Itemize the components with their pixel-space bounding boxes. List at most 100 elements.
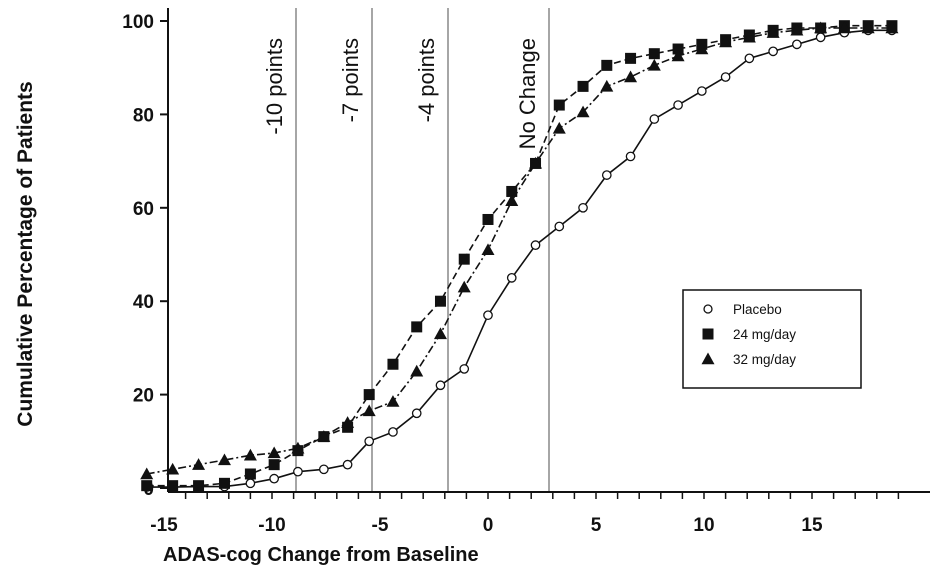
series-point-square [506, 185, 518, 197]
series-point-triangle [647, 58, 661, 71]
series-point-circle [435, 380, 446, 391]
series-point-triangle [766, 26, 780, 38]
series-point-triangle [861, 21, 875, 34]
series-point-triangle [140, 467, 154, 480]
x-axis-title: ADAS-cog Change from Baseline [163, 544, 479, 566]
series-point-triangle [529, 156, 543, 169]
series-point-circle [696, 86, 707, 96]
y-tick-label: 80 [133, 105, 154, 126]
series-point-circle [744, 53, 755, 64]
series-point-square [577, 80, 589, 92]
series-point-triangle [362, 404, 376, 417]
series-point-square [625, 52, 637, 64]
series-point-square [434, 295, 446, 307]
series-point-triangle [317, 430, 331, 442]
legend-label: 24 mg/day [733, 327, 796, 342]
series-line-triangle [146, 27, 892, 475]
series-point-triangle [695, 42, 709, 55]
series-point-circle [411, 408, 422, 419]
series-point-circle [792, 39, 802, 50]
series-point-square [458, 253, 470, 265]
series-point-triangle [837, 21, 851, 34]
series-point-circle [768, 46, 778, 57]
series-point-triangle [243, 448, 257, 461]
series-point-triangle [410, 364, 424, 377]
reference-line-label: -7 points [338, 38, 363, 122]
y-axis-title: Cumulative Percentage of Patients [14, 81, 37, 426]
series-point-square [363, 389, 375, 401]
series-point-triangle [505, 194, 519, 206]
series-point-circle [318, 464, 329, 475]
series-point-triangle [291, 441, 305, 454]
x-tick-label: 0 [483, 515, 494, 536]
series-point-square [648, 48, 660, 60]
series-point-circle [625, 151, 636, 162]
series-point-triangle [341, 416, 355, 428]
series-point-square [167, 480, 179, 492]
y-tick-label: 40 [133, 292, 154, 313]
series-point-circle [815, 32, 826, 43]
series-point-circle [364, 436, 375, 447]
series-point-circle [578, 202, 588, 213]
y-tick-label: 100 [122, 12, 154, 33]
legend-marker-square [702, 328, 714, 340]
series-point-square [601, 59, 613, 71]
x-tick-label: -15 [150, 515, 178, 536]
series-point-triangle [671, 49, 685, 62]
legend-label: Placebo [733, 302, 782, 317]
reference-line-label: No Change [515, 38, 540, 149]
series-point-circle [673, 100, 683, 110]
reference-line-label: -10 points [262, 38, 287, 135]
legend: Placebo 24 mg/day 32 mg/day [682, 289, 862, 389]
series-point-circle [269, 473, 280, 484]
series-point-circle [483, 310, 493, 321]
series-point-triangle [742, 30, 756, 43]
series-point-circle [293, 466, 303, 477]
series-point-circle [720, 72, 731, 82]
series-point-square [244, 468, 256, 480]
series-point-circle [530, 240, 541, 251]
legend-marker-triangle [701, 352, 715, 365]
series-point-triangle [267, 446, 281, 459]
series-point-square [482, 213, 494, 225]
axes [167, 8, 930, 493]
series-point-triangle [576, 105, 590, 118]
series-point-square [141, 480, 153, 492]
x-tick-label: -5 [372, 515, 389, 536]
series-point-square [411, 321, 423, 333]
series-point-square [268, 459, 280, 471]
series-point-circle [388, 427, 398, 437]
series-point-circle [649, 114, 660, 124]
series-point-triangle [386, 395, 400, 407]
series-point-triangle [624, 70, 638, 83]
series-point-triangle [457, 280, 471, 293]
series-point-triangle [433, 327, 447, 340]
series-point-circle [601, 170, 612, 180]
series-point-square [672, 43, 684, 55]
x-tick-label: 5 [591, 515, 602, 536]
series-point-square [553, 99, 565, 111]
reference-line-label: -4 points [414, 38, 439, 122]
series-point-square [193, 480, 205, 492]
series-point-circle [506, 272, 517, 283]
series-point-circle [245, 478, 256, 489]
series-point-square [387, 358, 399, 370]
series-point-circle [554, 221, 565, 232]
y-tick-label: 20 [133, 386, 154, 407]
series-point-circle [342, 459, 353, 470]
series-point-triangle [600, 79, 614, 92]
x-tick-label: 15 [801, 515, 823, 536]
series-point-triangle [790, 23, 804, 36]
series-point-triangle [192, 458, 206, 470]
series-point-triangle [719, 35, 733, 48]
series-point-triangle [217, 453, 231, 466]
legend-label: 32 mg/day [733, 352, 796, 367]
reference-lines: -10 points -7 points -4 points No Change [262, 8, 550, 492]
series-point-square [218, 477, 230, 489]
x-tick-label: -10 [258, 515, 285, 536]
legend-marker-circle [703, 304, 713, 314]
y-tick-label: 60 [133, 199, 154, 220]
series-point-triangle [885, 21, 899, 34]
series-point-circle [459, 364, 470, 374]
